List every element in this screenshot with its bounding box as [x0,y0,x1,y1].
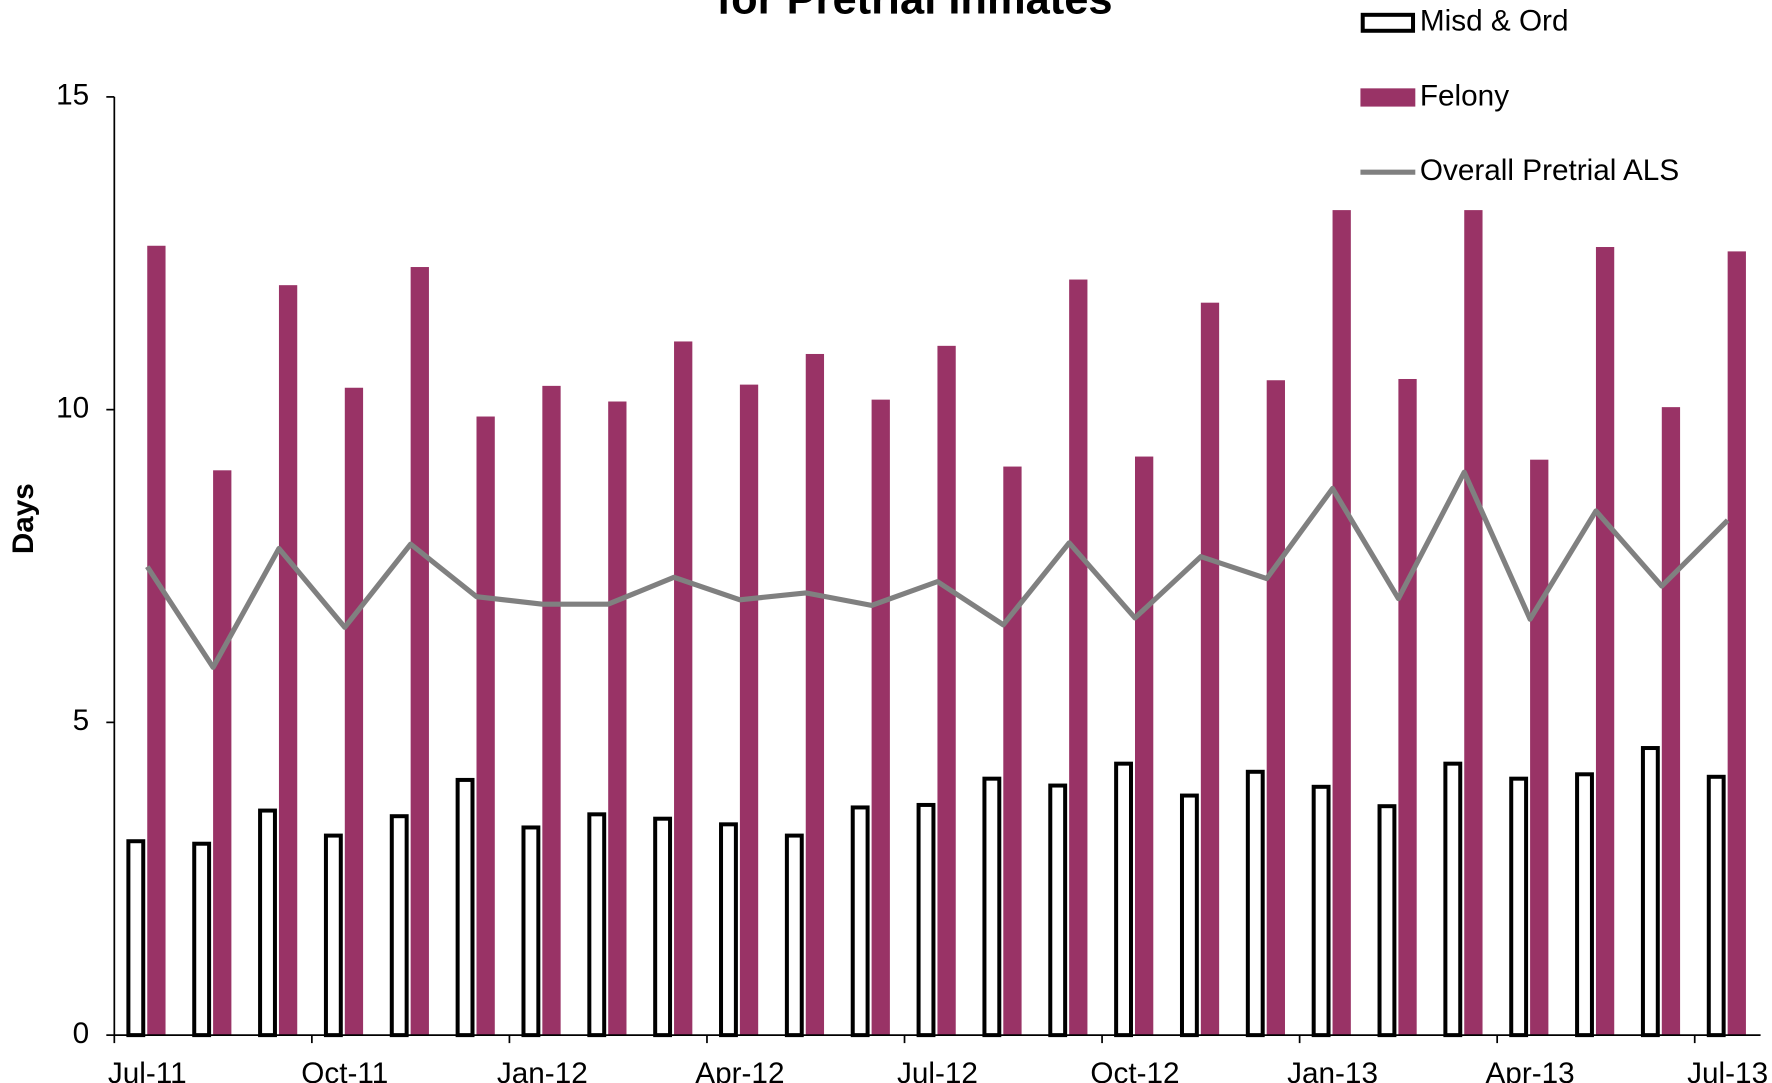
chart-title: for Pretrial Inmates [717,0,1113,24]
bar [1706,774,1726,1038]
y-tick-label: 15 [56,79,89,112]
bar [542,385,561,1036]
legend-label: Misd & Ord [1420,5,1569,38]
x-tick-label: Jan-12 [497,1057,588,1083]
x-tick-label: Oct-12 [1090,1057,1179,1083]
bar [476,416,495,1036]
bar [126,839,146,1038]
line [145,469,1730,670]
bar [1311,784,1331,1038]
y-axis-label: Days [7,483,40,554]
bar [1640,746,1660,1038]
bar [1575,772,1594,1038]
bar [455,777,475,1038]
bar [653,816,673,1038]
bar [982,776,1002,1038]
bar [608,401,627,1036]
bar [1048,783,1068,1038]
bar [937,345,956,1036]
bar [1661,407,1681,1036]
y-tick-label: 10 [56,392,89,425]
bar [323,833,343,1038]
bar [410,267,429,1036]
legend-label: Felony [1420,79,1509,112]
bar [213,470,232,1036]
bar [1179,793,1199,1038]
bar [1069,279,1088,1036]
bar [1509,776,1529,1038]
bar [521,825,541,1038]
bar [1398,378,1417,1036]
bar [258,808,277,1038]
bar [1443,761,1463,1038]
legend-swatch [1360,12,1416,33]
bar [192,841,212,1038]
x-tick-label: Apr-12 [695,1057,784,1083]
bar [1266,380,1285,1036]
bar [1200,302,1220,1036]
bar [1003,466,1022,1036]
bar [389,814,409,1038]
bar [587,812,607,1038]
y-tick-label: 0 [73,1017,90,1050]
bar [871,399,890,1036]
bar [344,387,364,1036]
bar [916,802,936,1038]
x-tick-label: Jul-12 [897,1057,978,1083]
bar [1134,456,1154,1036]
bar [1595,247,1615,1036]
x-tick-label: Oct-11 [301,1057,388,1083]
y-tick-label: 5 [73,704,90,737]
bar [1377,804,1397,1038]
bar [674,341,693,1036]
legend-label: Overall Pretrial ALS [1420,154,1679,187]
x-tick-label: Jul-11 [108,1057,187,1083]
x-tick-label: Apr-13 [1485,1057,1574,1083]
legend-swatch [1360,88,1416,107]
bar [739,384,759,1036]
bar [1727,251,1746,1036]
bar [784,833,804,1038]
bar [805,353,825,1036]
bar [1464,210,1483,1036]
bar [1530,459,1549,1036]
bar [1114,761,1133,1038]
bar [147,245,166,1036]
x-tick-label: Jan-13 [1287,1057,1378,1083]
bar [1245,769,1265,1038]
bar [1332,210,1351,1036]
bar [719,822,738,1038]
bar [278,285,298,1036]
bar [850,805,870,1038]
x-tick-label: Jul-13 [1687,1057,1768,1083]
